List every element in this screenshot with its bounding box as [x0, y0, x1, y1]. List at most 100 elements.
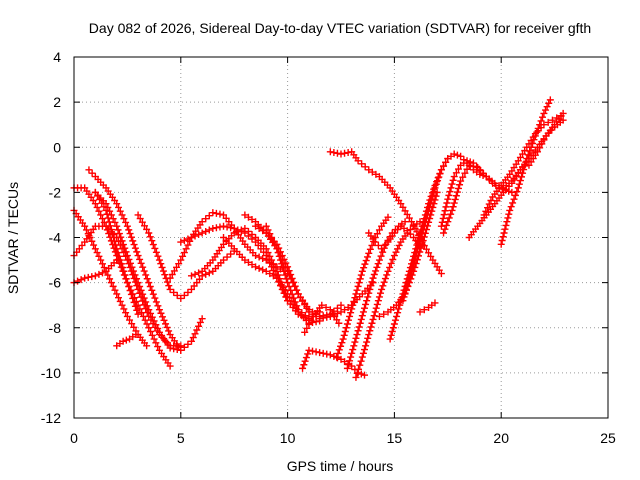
plus-marker — [450, 173, 458, 181]
plus-marker — [130, 267, 138, 275]
plus-marker — [540, 109, 548, 117]
plus-marker — [142, 298, 150, 306]
plus-marker — [276, 256, 284, 264]
plus-marker — [511, 191, 519, 199]
plus-marker — [130, 241, 138, 249]
plus-marker — [84, 273, 92, 281]
plus-marker — [105, 218, 113, 226]
plus-marker — [123, 279, 131, 287]
plus-marker — [205, 212, 213, 220]
plus-marker — [422, 214, 430, 222]
plus-marker — [390, 320, 398, 328]
plus-marker — [358, 160, 366, 168]
plus-marker — [506, 206, 514, 214]
series-track-16 — [262, 222, 324, 323]
plus-marker — [387, 259, 395, 267]
plus-marker — [375, 293, 383, 301]
plus-marker — [177, 346, 185, 354]
plus-marker — [98, 260, 106, 268]
plus-marker — [437, 222, 445, 230]
plus-marker — [305, 320, 313, 328]
plus-marker — [184, 340, 192, 348]
plus-marker — [134, 211, 142, 219]
plus-marker — [375, 312, 383, 320]
plus-marker — [157, 260, 165, 268]
plus-marker — [366, 285, 374, 293]
plus-marker — [365, 249, 373, 257]
y-axis-title: SDTVAR / TECUs — [5, 182, 21, 294]
plus-marker — [102, 206, 110, 214]
plus-marker — [117, 233, 125, 241]
plus-marker — [244, 232, 252, 240]
plus-marker — [196, 318, 204, 326]
plus-marker — [106, 275, 114, 283]
plus-marker — [304, 350, 312, 358]
plus-marker — [383, 271, 391, 279]
plus-marker — [191, 270, 199, 278]
plus-marker — [157, 309, 165, 317]
plus-marker — [363, 253, 371, 261]
plus-marker — [390, 252, 398, 260]
plus-marker — [319, 314, 327, 322]
plus-marker — [421, 218, 429, 226]
plus-marker — [184, 241, 192, 249]
plus-marker — [351, 338, 359, 346]
plus-marker — [487, 196, 495, 204]
plus-marker — [463, 157, 471, 165]
plus-marker — [361, 163, 369, 171]
plus-marker — [187, 234, 195, 241]
plus-marker — [220, 256, 228, 264]
plus-marker — [280, 255, 288, 263]
plus-marker — [363, 338, 371, 346]
plus-marker — [266, 230, 274, 238]
plus-marker — [151, 294, 159, 302]
plus-marker — [113, 200, 121, 208]
plus-marker — [146, 282, 154, 290]
plus-marker — [281, 271, 289, 279]
plus-marker — [143, 342, 151, 350]
plus-marker — [326, 351, 334, 359]
plus-marker — [269, 237, 277, 245]
series-track-33 — [525, 109, 567, 169]
plus-marker — [291, 298, 299, 306]
plus-marker — [362, 257, 370, 265]
plus-marker — [368, 278, 376, 286]
plus-marker — [403, 282, 411, 290]
plus-marker — [149, 290, 157, 298]
plus-marker — [465, 161, 473, 169]
plus-marker — [150, 335, 158, 343]
plus-marker — [441, 225, 449, 233]
plus-marker — [115, 230, 123, 238]
plus-marker — [358, 267, 366, 275]
plus-marker — [373, 263, 381, 271]
plus-marker — [119, 337, 127, 345]
plus-marker — [88, 169, 96, 177]
plus-marker — [154, 252, 162, 260]
plus-marker — [343, 320, 351, 328]
plus-marker — [419, 225, 427, 233]
plus-marker — [118, 301, 126, 309]
series-track-5 — [85, 166, 206, 354]
plus-marker — [426, 203, 434, 211]
plus-marker — [130, 323, 138, 331]
plus-marker — [536, 144, 544, 152]
plus-marker — [145, 306, 153, 314]
plus-marker — [400, 293, 408, 301]
plus-marker — [98, 199, 106, 207]
plus-marker — [132, 331, 140, 339]
plus-marker — [163, 323, 171, 331]
plus-marker — [335, 319, 343, 327]
plus-marker — [307, 316, 315, 324]
plus-marker — [81, 222, 89, 230]
plus-marker — [143, 225, 151, 233]
plus-marker — [370, 271, 378, 279]
plus-marker — [147, 309, 155, 317]
plus-marker — [262, 267, 270, 275]
plus-marker — [191, 232, 199, 240]
plus-marker — [291, 282, 299, 290]
plus-marker — [509, 199, 517, 207]
plus-marker — [115, 252, 123, 260]
plus-marker — [173, 291, 181, 299]
plus-marker — [319, 349, 327, 357]
